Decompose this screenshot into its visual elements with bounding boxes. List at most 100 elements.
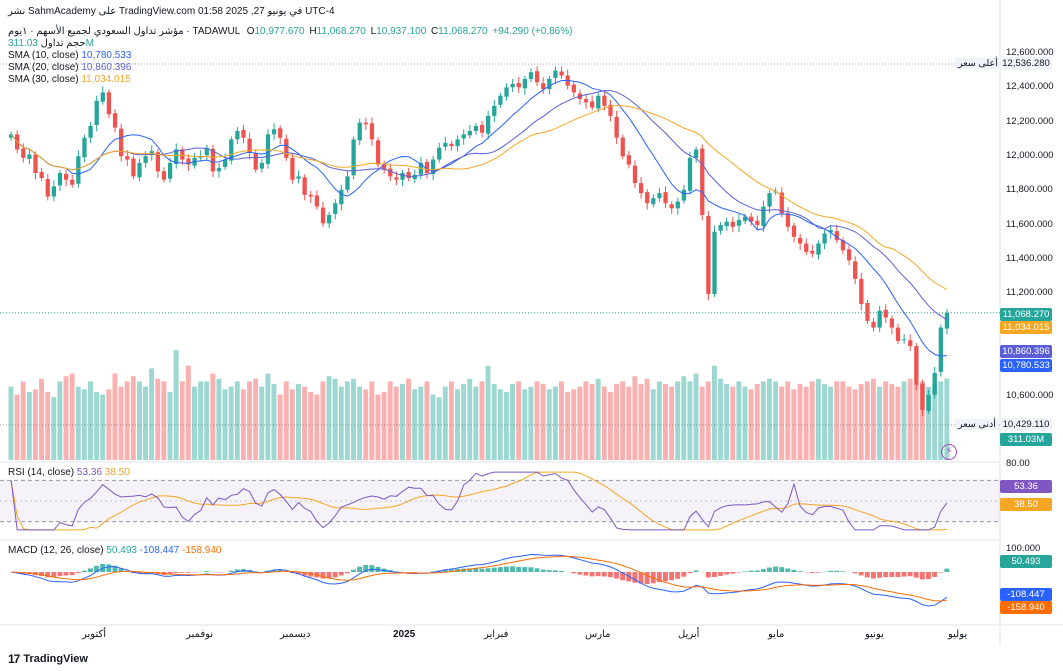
candle-body xyxy=(100,92,105,102)
candle-body xyxy=(33,154,38,173)
low-price-label: أدنى سعر xyxy=(955,419,999,430)
candle-body xyxy=(492,105,497,116)
volume-bar xyxy=(687,381,693,460)
symbol-legend[interactable]: مؤشر تداول السعودي لجميع الأسهم · ١يوم ·… xyxy=(8,26,572,38)
macd-hist-bar xyxy=(718,572,723,576)
macd-hist-bar xyxy=(742,571,748,572)
sma10-legend[interactable]: SMA (10, close) 10,780.533 xyxy=(8,50,131,62)
candle-body xyxy=(694,149,699,158)
volume-bar xyxy=(650,389,656,460)
volume-bar xyxy=(143,386,148,460)
candle-body xyxy=(27,154,32,159)
volume-bar xyxy=(932,384,938,460)
volume-bar xyxy=(822,384,827,460)
volume-bar xyxy=(100,394,106,460)
sma30-legend[interactable]: SMA (30, close) 11,034.015 xyxy=(8,74,131,86)
macd-hist-bar xyxy=(809,572,815,573)
candle-body xyxy=(430,159,436,175)
candle-body xyxy=(724,221,729,227)
candle-body xyxy=(357,122,362,141)
macd-hist-bar xyxy=(277,569,283,572)
candle-body xyxy=(822,233,827,244)
candle-body xyxy=(382,164,387,170)
volume-bar xyxy=(81,389,87,460)
macd-legend[interactable]: MACD (12, 26, close) 50.493 -108.447 -15… xyxy=(8,545,222,557)
candle-body xyxy=(216,167,222,172)
candle-body xyxy=(687,157,693,191)
macd-hist-bar xyxy=(681,572,687,577)
volume-bar xyxy=(638,384,644,460)
candle-body xyxy=(143,156,148,163)
macd-hist-bar xyxy=(711,572,717,577)
candle-body xyxy=(614,116,619,138)
candle-body xyxy=(804,243,809,252)
macd-hist-bar xyxy=(595,572,601,577)
close-value: 11,068.270 xyxy=(438,26,488,37)
volume-bar xyxy=(742,386,748,460)
candle-body xyxy=(810,250,815,254)
macd-hist-bar xyxy=(889,572,895,577)
volume-bar xyxy=(448,381,454,460)
volume-bar xyxy=(620,381,626,460)
volume-bar xyxy=(944,378,950,460)
volume-bar xyxy=(583,381,589,460)
volume-bar xyxy=(779,386,785,460)
volume-bar xyxy=(656,381,662,460)
volume-bar xyxy=(357,386,363,460)
macd-hist-bar xyxy=(656,572,662,583)
rsi-legend[interactable]: RSI (14, close) 53.36 38.50 xyxy=(8,467,130,479)
candle-body xyxy=(797,237,803,244)
rsi-ma-line xyxy=(10,471,947,531)
candle-body xyxy=(626,155,632,165)
sma10-tag: 10,780.533 xyxy=(1000,359,1052,372)
sma10-line xyxy=(10,79,947,357)
lightning-icon[interactable]: ⚡ xyxy=(941,444,957,460)
volume-bar xyxy=(289,389,295,460)
macd-hist-bar xyxy=(136,572,142,574)
macd-hist-bar xyxy=(675,572,681,579)
macd-hist-bar xyxy=(644,572,650,584)
volume-bar xyxy=(565,391,571,460)
candle-body xyxy=(247,138,252,153)
volume-bar xyxy=(155,378,161,460)
volume-bar xyxy=(259,386,265,460)
volume-bar xyxy=(88,381,93,460)
price-tick: 12,600.000 xyxy=(1006,47,1054,58)
candle-body xyxy=(155,152,161,172)
volume-legend[interactable]: حجم تداول 311.03M xyxy=(8,38,94,50)
macd-hist-bar xyxy=(638,572,644,584)
candle-body xyxy=(333,203,338,214)
low-label: L xyxy=(370,26,377,37)
candle-body xyxy=(455,139,460,147)
volume-bar xyxy=(106,389,112,460)
macd-hist-bar xyxy=(45,572,51,578)
candle-body xyxy=(400,173,405,180)
tradingview-logo[interactable]: 17 TradingView xyxy=(8,652,88,666)
candle-body xyxy=(571,84,576,93)
macd-hist-bar xyxy=(516,566,522,572)
volume-bar xyxy=(852,389,858,460)
macd-hist-bar xyxy=(607,572,613,578)
low-value: 10,937.100 xyxy=(376,26,427,37)
candle-body xyxy=(112,113,118,128)
volume-bar xyxy=(179,381,185,460)
candle-body xyxy=(559,71,564,76)
candle-body xyxy=(749,216,754,222)
candle-body xyxy=(846,249,852,261)
macd-hist-bar xyxy=(204,571,210,572)
candle-body xyxy=(45,179,50,197)
candle-body xyxy=(761,206,766,227)
volume-bar xyxy=(198,381,204,460)
volume-bar xyxy=(907,378,913,460)
sma20-legend[interactable]: SMA (20, close) 10,860.396 xyxy=(8,62,131,74)
candle-body xyxy=(895,327,901,341)
volume-bar xyxy=(467,378,473,460)
macd-hist-bar xyxy=(393,571,399,572)
candle-body xyxy=(901,339,907,341)
tradingview-brand: TradingView xyxy=(23,653,88,665)
volume-bar xyxy=(503,391,509,460)
change-value: +94.290 (+0.86%) xyxy=(492,26,573,37)
macd-hist-bar xyxy=(491,567,497,572)
volume-bar xyxy=(870,378,876,460)
